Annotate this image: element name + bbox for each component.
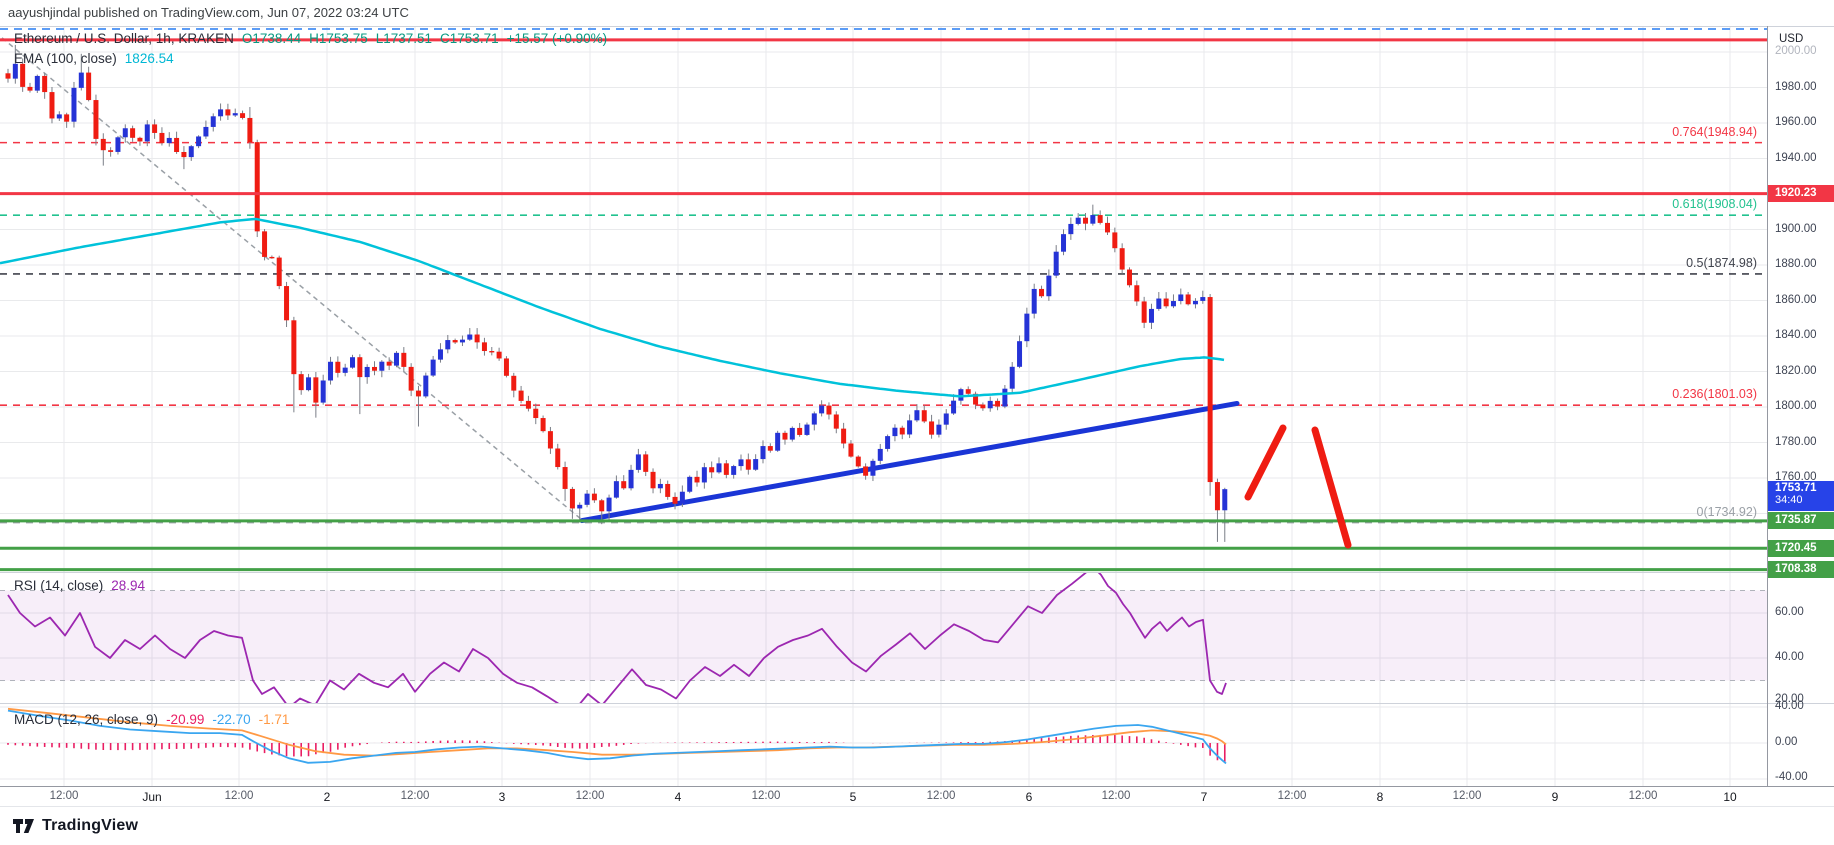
bar-countdown: 34:40 xyxy=(1775,494,1803,507)
rsi-axis-label: 20.00 xyxy=(1775,693,1804,705)
price-axis-border xyxy=(1767,26,1768,786)
time-axis-label: 12:00 xyxy=(400,790,430,802)
price-badge-1720.45: 1720.45 xyxy=(1768,539,1834,557)
drawn-arrow-1[interactable] xyxy=(1244,424,1287,501)
time-axis-label: 6 xyxy=(1025,790,1033,804)
ema-legend[interactable]: EMA (100, close) 1826.54 xyxy=(14,51,174,66)
time-axis-label: 5 xyxy=(849,790,857,804)
symbol-title[interactable]: Ethereum / U.S. Dollar, 1h, KRAKEN xyxy=(14,31,234,46)
time-axis-label: 7 xyxy=(1200,790,1208,804)
price-axis-label: 1780.00 xyxy=(1775,435,1817,448)
time-axis-label: 8 xyxy=(1376,790,1384,804)
rsi-macd-divider[interactable] xyxy=(0,703,1834,704)
time-axis-label: 12:00 xyxy=(1628,790,1658,802)
macd-label[interactable]: MACD (12, 26, close, 9) xyxy=(14,712,159,727)
time-axis-label: 3 xyxy=(498,790,506,804)
ohlc-values: O1738.44 H1753.75 L1737.51 C1753.71 +15.57 (… xyxy=(234,31,607,46)
macd-axis-label: 40.00 xyxy=(1775,700,1804,712)
time-axis-label: 12:00 xyxy=(224,790,254,802)
price-axis-label: 2000.00 xyxy=(1775,45,1817,57)
ema-label[interactable]: EMA (100, close) xyxy=(14,51,117,66)
fib-label: 0.236(1801.03) xyxy=(1672,387,1757,402)
ohlc-value: O1738.44 xyxy=(241,31,302,46)
price-axis-label: 1860.00 xyxy=(1775,293,1817,306)
time-axis-label: 12:00 xyxy=(575,790,605,802)
time-axis-label: 2 xyxy=(323,790,331,804)
fib-label: 0.764(1948.94) xyxy=(1672,124,1757,139)
time-axis-label: 10 xyxy=(1723,790,1737,804)
macd-value: -22.70 xyxy=(212,712,251,727)
time-axis-label: 4 xyxy=(674,790,682,804)
price-axis-label: 1800.00 xyxy=(1775,400,1817,412)
fib-label: 0.618(1908.04) xyxy=(1672,197,1757,212)
time-axis-label: 12:00 xyxy=(751,790,781,802)
rsi-axis-label: 40.00 xyxy=(1775,651,1804,663)
price-badge-1753.71: 1753.71 34:40 xyxy=(1768,481,1834,512)
fib-label: 0.5(1874.98) xyxy=(1686,255,1757,270)
time-axis-border xyxy=(0,786,1834,787)
macd-value: -1.71 xyxy=(258,712,290,727)
price-axis-label: 1820.00 xyxy=(1775,364,1817,377)
macd-axis-label: -40.00 xyxy=(1775,771,1808,783)
time-axis-label: 9 xyxy=(1551,790,1559,804)
rsi-value: 28.94 xyxy=(111,578,146,593)
price-badge-1735.87: 1735.87 xyxy=(1768,512,1834,530)
descending-trendline[interactable] xyxy=(1,37,586,523)
price-axis-label: 1940.00 xyxy=(1775,151,1817,164)
macd-axis-label: 0.00 xyxy=(1775,736,1798,748)
candles xyxy=(5,63,1228,512)
symbol-legend[interactable]: Ethereum / U.S. Dollar, 1h, KRAKEN O1738.… xyxy=(14,31,607,46)
price-axis-label: 1900.00 xyxy=(1775,222,1817,235)
rsi-axis-label: 60.00 xyxy=(1775,606,1804,618)
price-axis-label: 1760.00 xyxy=(1775,471,1817,483)
publish-header: aayushjindal published on TradingView.co… xyxy=(8,5,409,20)
rsi-label[interactable]: RSI (14, close) xyxy=(14,578,104,593)
fib-label: 0(1734.92) xyxy=(1696,504,1757,519)
time-axis-label: Jun xyxy=(142,790,162,804)
price-axis-label: 1960.00 xyxy=(1775,116,1817,128)
price-axis-label: 1880.00 xyxy=(1775,258,1817,270)
time-axis-bottom-border xyxy=(0,806,1834,807)
ascending-trendline[interactable] xyxy=(579,400,1240,524)
ohlc-value: C1753.71 xyxy=(440,31,499,46)
price-axis-label: 1840.00 xyxy=(1775,329,1817,341)
drawn-arrow-2[interactable] xyxy=(1311,426,1352,549)
tradingview-logo-text: TradingView xyxy=(42,817,139,834)
ohlc-value: L1737.51 xyxy=(375,31,433,46)
time-axis-label: 12:00 xyxy=(926,790,956,802)
rsi-band xyxy=(0,590,1767,681)
price-badge-1920.23: 1920.23 xyxy=(1768,185,1834,203)
macd-line xyxy=(7,709,1227,765)
chart-top-border xyxy=(0,26,1834,27)
macd-legend[interactable]: MACD (12, 26, close, 9) -20.99 -22.70 -1.71 xyxy=(14,712,289,727)
macd-values: -20.99 -22.70 -1.71 xyxy=(158,712,289,727)
ema-value: 1826.54 xyxy=(124,51,174,66)
rsi-line xyxy=(7,572,1227,703)
ema-line[interactable] xyxy=(0,217,1225,398)
time-axis-label: 12:00 xyxy=(1452,790,1482,802)
price-axis-currency: USD xyxy=(1779,33,1804,45)
ohlc-value: H1753.75 xyxy=(309,31,368,46)
price-badge-1708.38: 1708.38 xyxy=(1768,561,1834,579)
main-rsi-divider[interactable] xyxy=(0,572,1834,573)
rsi-legend[interactable]: RSI (14, close) 28.94 xyxy=(14,578,145,593)
macd-value: -20.99 xyxy=(166,712,205,727)
time-axis-label: 12:00 xyxy=(1277,790,1307,802)
gridlines xyxy=(0,26,1767,786)
price-axis-label: 1980.00 xyxy=(1775,80,1817,93)
tradingview-logo-icon xyxy=(13,819,34,833)
time-axis-label: 12:00 xyxy=(1101,790,1131,802)
ohlc-value: +15.57 (+0.90%) xyxy=(506,31,608,46)
time-axis-label: 12:00 xyxy=(49,790,79,802)
tradingview-logo[interactable]: TradingView xyxy=(12,817,138,835)
